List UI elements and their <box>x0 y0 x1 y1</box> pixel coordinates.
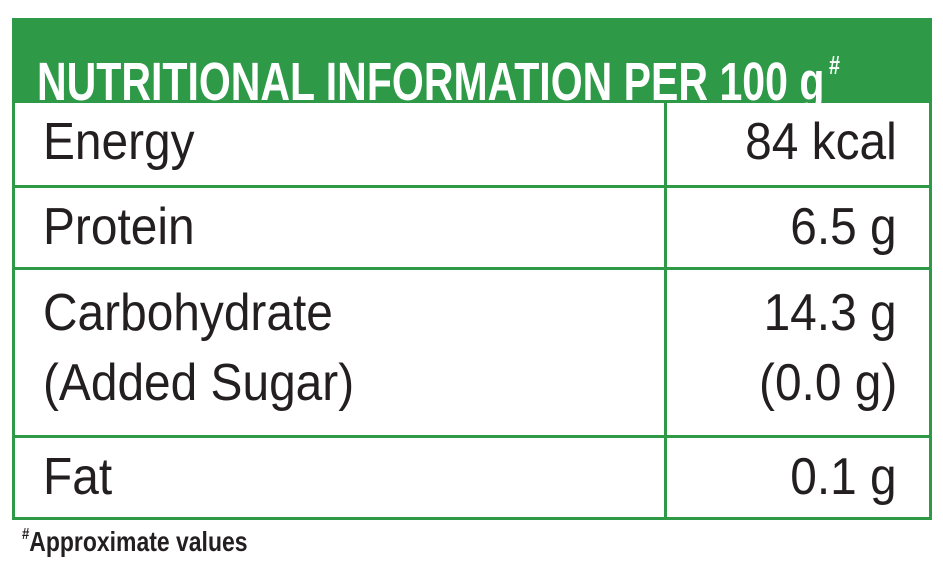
nutrient-label: Fat <box>43 448 113 506</box>
nutrition-table: NUTRITIONAL INFORMATION PER 100 g # Energ… <box>12 18 932 520</box>
title-text: NUTRITIONAL INFORMATION PER 100 g <box>37 52 825 112</box>
table-row: Protein 6.5 g <box>15 185 929 267</box>
nutrient-label: Energy <box>43 113 195 171</box>
table-row: Energy 84 kcal <box>15 103 929 182</box>
nutrient-label: (Added Sugar) <box>43 354 355 412</box>
table-row: Fat 0.1 g <box>15 435 929 517</box>
footnote-mark: # <box>22 526 30 543</box>
title-mark: # <box>828 50 840 80</box>
nutrient-value: 0.1 g <box>790 448 897 506</box>
table-header: NUTRITIONAL INFORMATION PER 100 g # <box>15 21 929 112</box>
footnote: #Approximate values <box>22 526 248 558</box>
column-divider <box>664 103 667 517</box>
nutrient-value: 6.5 g <box>790 198 897 256</box>
nutrient-label: Protein <box>43 198 195 256</box>
nutrient-value: 14.3 g <box>763 284 897 342</box>
table-row: Carbohydrate (Added Sugar) 14.3 g (0.0 g) <box>15 267 929 435</box>
header-title: NUTRITIONAL INFORMATION PER 100 g # <box>37 35 840 112</box>
nutrient-value: 84 kcal <box>745 113 897 171</box>
nutrient-value: (0.0 g) <box>758 354 897 412</box>
nutrient-label: Carbohydrate <box>43 284 333 342</box>
footnote-text: Approximate values <box>29 526 248 557</box>
